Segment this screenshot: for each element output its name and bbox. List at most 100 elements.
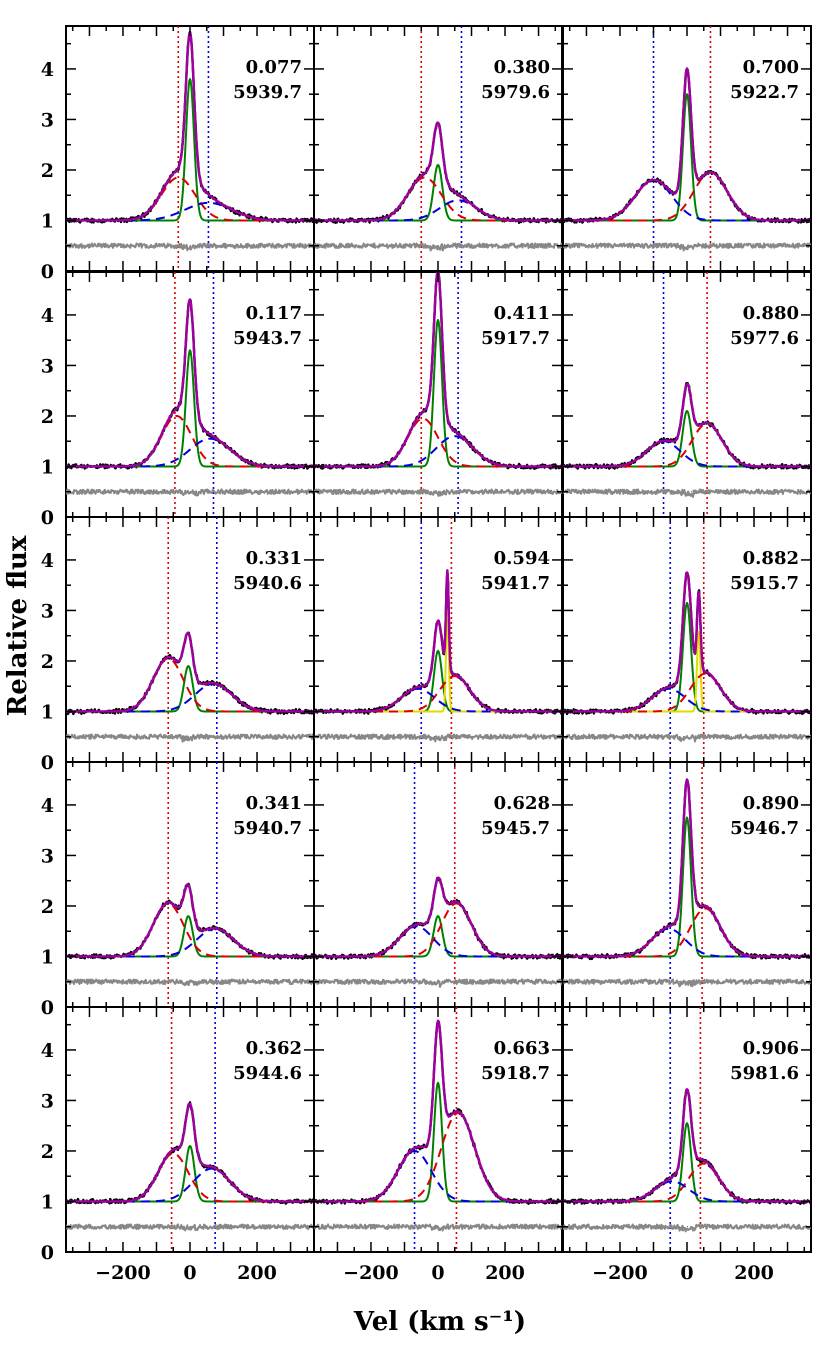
total-fit [314,876,562,958]
y-tick-label: 4 [41,795,54,817]
residual-curve [563,733,811,743]
x-tick-label: 200 [734,1262,774,1284]
y-tick-label: 3 [41,845,54,867]
panel-frame [313,1006,563,1253]
panel-hjd-label: 5940.6 [233,573,302,594]
panel-plot-area [563,1007,811,1252]
y-tick-label: 1 [41,946,54,968]
y-tick-label: 0 [41,1242,54,1264]
blue-broad-component [563,179,811,222]
panel-4: 0.117 5943.7 0 1 2 3 4 [41,271,315,529]
red-broad-component [314,417,562,468]
panel-phase-label: 0.700 [743,57,799,78]
y-tick-label: 2 [41,1141,54,1163]
panel-10: 0.341 5940.7 0 1 2 3 4 [41,761,315,1019]
panel-13: 0.362 5944.6 0 1 2 3 4 −200 0 200 [41,1006,315,1284]
residual-curve [563,1223,811,1233]
panel-1: 0.077 5939.7 0 1 2 3 4 [41,25,315,283]
total-fit [66,298,314,468]
y-tick-label: 4 [41,305,54,327]
residual-curve [563,488,811,498]
panel-hjd-label: 5922.7 [730,82,799,103]
y-tick-label: 4 [41,59,54,81]
panel-plot-area [66,272,314,517]
blue-broad-component [66,927,314,958]
total-fit [563,1088,811,1203]
total-fit [563,67,811,222]
panel-frame [562,271,812,518]
residual-curve [66,488,314,497]
x-tick-label: 200 [237,1262,277,1284]
x-tick-label: −200 [95,1262,151,1284]
panel-6: 0.880 5977.6 [562,271,812,518]
panel-3: 0.700 5922.7 [562,25,812,272]
panel-plot-area [563,26,811,271]
residual-curve [314,1223,562,1232]
residual-curve [563,242,811,252]
panel-12: 0.890 5946.7 [562,761,812,1008]
panel-hjd-label: 5943.7 [233,328,302,349]
x-tick-label: −200 [343,1262,399,1284]
x-tick-label: 0 [680,1262,693,1284]
panel-plot-area [563,272,811,517]
panel-11: 0.628 5945.7 [313,761,563,1008]
panel-phase-label: 0.362 [246,1038,302,1059]
panel-14: 0.663 5918.7 −200 0 200 [313,1006,563,1284]
y-axis-label: Relative flux [3,535,33,716]
panel-phase-label: 0.077 [246,57,302,78]
panel-hjd-label: 5981.6 [730,1063,799,1084]
panel-phase-label: 0.628 [494,793,550,814]
panel-phase-label: 0.594 [494,548,550,569]
panel-frame [562,1006,812,1253]
total-fit [563,382,811,468]
blue-broad-component [66,682,314,713]
panel-2: 0.380 5979.6 [313,25,563,272]
panel-plot-area [314,517,562,762]
panel-frame [562,516,812,763]
blue-broad-component [314,1149,562,1203]
panel-plot-area [314,762,562,1007]
panel-hjd-label: 5979.6 [481,82,550,103]
residual-curve [314,733,562,743]
panel-hjd-label: 5917.7 [481,328,550,349]
y-tick-label: 1 [41,210,54,232]
residual-curve [66,1223,314,1232]
panel-plot-area [563,762,811,1007]
panel-plot-area [314,272,562,517]
panel-hjd-label: 5944.6 [233,1063,302,1084]
y-tick-label: 0 [41,507,54,529]
x-tick-label: 200 [485,1262,525,1284]
total-fit [66,631,314,713]
panel-hjd-label: 5946.7 [730,818,799,839]
y-tick-label: 2 [41,896,54,918]
panel-phase-label: 0.380 [494,57,550,78]
y-tick-label: 2 [41,651,54,673]
blue-broad-component [563,440,811,468]
blue-broad-component [563,927,811,958]
y-tick-label: 2 [41,160,54,182]
panel-frame [65,25,315,272]
panel-hjd-label: 5945.7 [481,818,550,839]
panel-frame [65,271,315,518]
y-tick-label: 3 [41,355,54,377]
x-tick-label: 0 [431,1262,444,1284]
panel-phase-label: 0.882 [743,548,799,569]
total-fit [66,883,314,958]
panel-phase-label: 0.117 [246,303,302,324]
panel-frame [313,761,563,1008]
total-fit [66,1102,314,1203]
y-tick-label: 0 [41,997,54,1019]
panel-hjd-label: 5941.7 [481,573,550,594]
total-fit [314,121,562,222]
panel-phase-label: 0.890 [743,793,799,814]
y-tick-label: 4 [41,1040,54,1062]
panel-plot-area [314,1007,562,1252]
panel-phase-label: 0.880 [743,303,799,324]
panel-hjd-label: 5977.6 [730,328,799,349]
residual-curve [314,978,562,988]
panel-plot-area [314,26,562,271]
panel-phase-label: 0.411 [494,303,550,324]
panel-hjd-label: 5939.7 [233,82,302,103]
